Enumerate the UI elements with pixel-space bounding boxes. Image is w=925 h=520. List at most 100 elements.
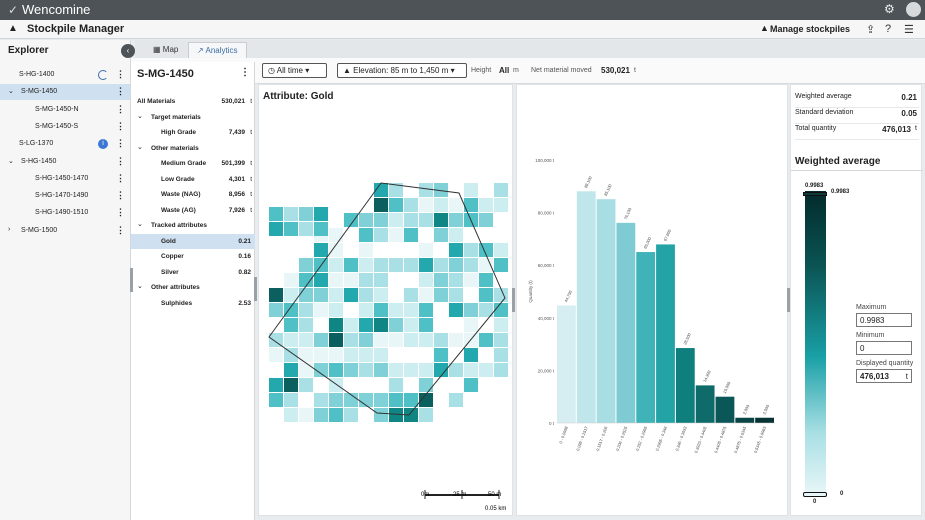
explorer-item[interactable]: S-MG-1450-N ⋮ <box>0 102 130 118</box>
chevron-down-icon[interactable]: ⌄ <box>137 143 143 151</box>
heatmap-cell <box>389 303 403 317</box>
item-menu-icon[interactable]: ⋮ <box>116 172 125 183</box>
splitter-handle[interactable] <box>130 268 133 292</box>
item-menu-icon[interactable]: ⋮ <box>116 103 125 114</box>
material-row[interactable]: Gold 0.21 <box>131 233 255 249</box>
histogram-chart[interactable]: 0 t 20,000 t 40,000 t 60,000 t 80,000 t 100,0… <box>517 85 789 517</box>
heatmap-cell <box>479 273 493 287</box>
filter-settings-icon[interactable]: ☰ <box>904 24 914 36</box>
heatmap-cell <box>269 378 283 392</box>
item-menu-icon[interactable]: ⋮ <box>116 190 125 201</box>
splitter-handle[interactable] <box>512 288 515 312</box>
material-unit: t <box>250 160 252 167</box>
heatmap-cell <box>329 348 343 362</box>
net-moved-label: Net material moved <box>531 67 592 74</box>
manage-stockpiles-button[interactable]: Manage stockpiles <box>770 24 851 34</box>
chevron-right-icon[interactable]: › <box>8 225 11 233</box>
material-group-row[interactable]: ⌄ Other materials <box>131 141 255 156</box>
histogram-bar[interactable] <box>715 396 735 423</box>
toolbar: ◷ All time ▾ ▲ Elevation: 85 m to 1,450 … <box>131 58 925 84</box>
chevron-down-icon[interactable]: ⌄ <box>137 283 143 290</box>
stockpile-header: S-MG-1450 ⋮ <box>131 62 255 84</box>
stockpile-boundary <box>268 182 506 416</box>
material-row[interactable]: Sulphides 2.53 <box>131 296 255 311</box>
displayed-quantity-input[interactable]: 476,013 t <box>856 369 912 383</box>
heatmap-cell <box>389 198 403 212</box>
elevation-filter-dropdown[interactable]: ▲ Elevation: 85 m to 1,450 m ▾ <box>337 63 467 78</box>
histogram-bar[interactable] <box>576 191 596 423</box>
material-row[interactable]: All Materials 530,021 t <box>131 94 255 109</box>
minimum-input[interactable]: 0 <box>856 341 912 355</box>
heatmap-cell <box>419 198 433 212</box>
settings-gear-icon[interactable]: ⚙ <box>884 2 895 16</box>
item-menu-icon[interactable]: ⋮ <box>116 86 125 97</box>
legend-top-value: 0.9983 <box>805 183 824 189</box>
y-axis-label: Quantity (t) <box>528 280 533 303</box>
explorer-item[interactable]: S-HG-1490-1510 ⋮ <box>0 205 130 221</box>
material-group-row[interactable]: ⌄ Tracked attributes <box>131 218 255 233</box>
histogram-bar[interactable] <box>557 305 576 423</box>
heatmap-cell <box>374 363 388 377</box>
material-row[interactable]: High Grade 7,439 t <box>131 125 255 140</box>
material-row[interactable]: Copper 0.16 <box>131 249 255 264</box>
histogram-bar[interactable] <box>616 222 636 423</box>
material-row[interactable]: Low Grade 4,301 t <box>131 172 255 187</box>
explorer-item[interactable]: S-LG-1370 i ⋮ <box>0 136 130 152</box>
explorer-item[interactable]: S-HG-1470-1490 ⋮ <box>0 188 130 204</box>
heatmap-cell <box>344 288 358 302</box>
explorer-item[interactable]: S-MG-1450-S ⋮ <box>0 119 130 135</box>
item-menu-icon[interactable]: ⋮ <box>116 69 125 79</box>
chevron-down-icon[interactable]: ⌄ <box>137 221 143 228</box>
legend-max-handle[interactable] <box>803 192 827 196</box>
explorer-item[interactable]: ⌄ S-MG-1450 ⋮ <box>0 84 130 101</box>
info-icon[interactable]: i <box>98 139 108 150</box>
maximum-input[interactable]: 0.9983 <box>856 313 912 327</box>
explorer-item[interactable]: › S-MG-1500 ⋮ <box>0 223 130 239</box>
time-filter-dropdown[interactable]: ◷ All time ▾ <box>262 63 327 78</box>
splitter-handle[interactable] <box>787 288 790 312</box>
legend-min-handle[interactable] <box>803 492 827 497</box>
materials-list: All Materials 530,021 t ⌄ Target materials Hi… <box>131 94 255 324</box>
item-menu-icon[interactable]: ⋮ <box>116 207 125 218</box>
explorer-item[interactable]: S-HG-1450-1470 ⋮ <box>0 171 130 187</box>
splitter-handle[interactable] <box>254 277 257 301</box>
heatmap-cell <box>404 228 418 242</box>
materials-panel: All Materials 530,021 t ⌄ Target materials Hi… <box>131 84 255 520</box>
material-label: All Materials <box>137 98 176 105</box>
material-group-row[interactable]: ⌄ Other attributes <box>131 280 255 295</box>
stockpile-menu-icon[interactable]: ⋮ <box>240 67 250 78</box>
explorer-item[interactable]: ⌄ S-HG-1450 ⋮ <box>0 154 130 170</box>
heatmap-cell <box>449 288 463 302</box>
heatmap-svg[interactable]: 0m 25 m 50 m 0.05 km <box>259 85 514 517</box>
histogram-bar[interactable] <box>695 385 715 423</box>
histogram-bar[interactable] <box>656 244 675 423</box>
histogram-bar[interactable] <box>596 199 616 423</box>
heatmap-cell <box>314 273 328 287</box>
item-menu-icon[interactable]: ⋮ <box>116 155 125 166</box>
export-icon[interactable]: ⇪ <box>866 24 876 36</box>
histogram-bar[interactable] <box>636 252 656 423</box>
item-menu-icon[interactable]: ⋮ <box>116 224 125 235</box>
collapse-explorer-button[interactable]: ‹ <box>121 44 135 58</box>
item-menu-icon[interactable]: ⋮ <box>116 138 125 149</box>
height-value[interactable]: All <box>499 66 510 75</box>
explorer-item[interactable]: S-HG-1400 ⋮ <box>0 67 130 83</box>
histogram-bar[interactable] <box>755 417 774 423</box>
chevron-down-icon[interactable]: ⌄ <box>8 88 14 96</box>
chevron-down-icon[interactable]: ⌄ <box>8 157 14 165</box>
material-row[interactable]: Waste (NAG) 8,956 t <box>131 187 255 202</box>
avatar[interactable] <box>906 2 921 17</box>
material-row[interactable]: Waste (AG) 7,926 t <box>131 203 255 218</box>
help-icon[interactable]: ? <box>885 23 892 35</box>
material-row[interactable]: Medium Grade 501,399 t <box>131 156 255 171</box>
material-row[interactable]: Silver 0.82 <box>131 265 255 280</box>
tab-map[interactable]: ▦ Map <box>145 42 186 58</box>
chevron-down-icon[interactable]: ⌄ <box>137 112 143 120</box>
histogram-bar[interactable] <box>675 348 695 423</box>
heatmap-cell <box>284 393 298 407</box>
item-menu-icon[interactable]: ⋮ <box>116 120 125 131</box>
histogram-bar[interactable] <box>735 417 755 423</box>
tab-analytics[interactable]: ↗ Analytics <box>188 42 247 58</box>
material-group-row[interactable]: ⌄ Target materials <box>131 110 255 125</box>
heatmap-cell <box>284 303 298 317</box>
